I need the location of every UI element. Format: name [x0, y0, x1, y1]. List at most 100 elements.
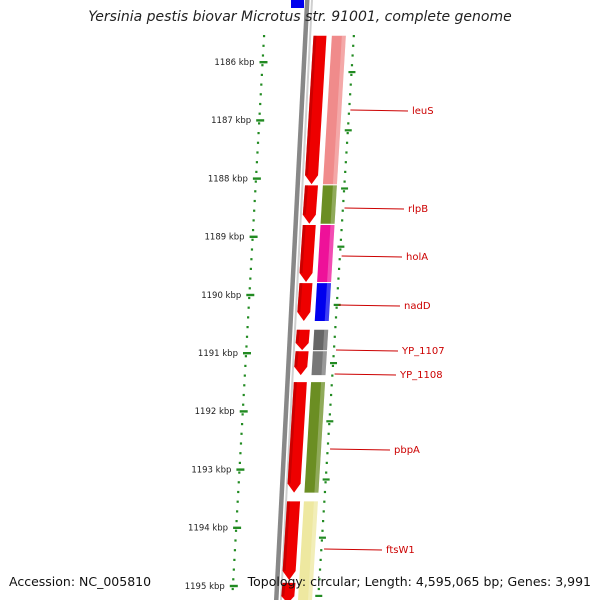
scale-dot [328, 423, 331, 426]
gene-label-pbpa: pbpA [394, 445, 420, 456]
gene-block [311, 351, 327, 376]
scale-dot [345, 151, 348, 154]
cds-arrow-shade [281, 582, 286, 597]
gene-labels: leuS rlpB holA nadD YP_1107 YP_1108 pbpA ftsW1 [324, 106, 445, 556]
scale-dot [333, 335, 336, 338]
tick-mark [249, 235, 258, 238]
scale-dot [325, 471, 328, 474]
gene-block [314, 283, 332, 321]
scale-dot [350, 64, 354, 67]
gene-block-highlight [314, 382, 326, 493]
scale-dot [238, 461, 241, 464]
gene-label-nadd: nadD [404, 301, 431, 312]
scale-dot [242, 393, 245, 397]
gene-label-connector [330, 448, 391, 451]
scale-dot [330, 384, 333, 387]
tick-label: 1194 kbp [188, 524, 228, 534]
scale-dot [333, 345, 336, 348]
tick-mark [318, 536, 326, 539]
gene-block-highlight [308, 501, 318, 600]
scale-dot [336, 287, 339, 290]
scale-dot [239, 442, 243, 445]
scale-dot [332, 355, 335, 358]
tick-label: 1186 kbp [214, 58, 254, 68]
scale-dot [342, 199, 345, 203]
right-dotted-scale [317, 35, 355, 591]
scale-dot [233, 558, 236, 561]
scale-dot [237, 481, 240, 484]
gene-block-highlight [322, 329, 329, 351]
scale-dot [325, 461, 328, 464]
gene-block-highlight [324, 283, 332, 321]
tick-mark [242, 352, 251, 355]
gene-label-yp_1107: YP_1107 [401, 346, 445, 357]
scale-dot [257, 132, 260, 135]
scale-dot [255, 170, 258, 173]
scale-dot [234, 529, 238, 532]
scale-dot [334, 316, 338, 319]
scale-dot [338, 258, 341, 261]
cds-arrow-shade [282, 501, 291, 571]
backbone-line [274, 0, 310, 600]
gene-label-connector [341, 255, 403, 258]
genome-title: Yersinia pestis biovar Microtus str. 910… [88, 9, 512, 25]
scale-dot [250, 258, 253, 261]
gene-block-highlight [330, 185, 337, 224]
tick-mark [233, 526, 242, 529]
scale-dot [240, 432, 243, 435]
scale-dot [331, 374, 334, 377]
scale-dot [256, 141, 260, 144]
gene-block [298, 501, 318, 600]
tick-mark [259, 61, 268, 64]
scale-dot [246, 326, 249, 329]
scale-dot [344, 161, 347, 164]
scale-dot [244, 364, 247, 367]
scale-dot [320, 539, 323, 542]
scale-dot [232, 568, 235, 571]
scale-dot [341, 219, 344, 222]
scale-dot [350, 73, 353, 76]
scale-dot [262, 35, 266, 38]
backbone-line [280, 0, 313, 600]
scale-dot [258, 122, 261, 125]
scale-dot [349, 93, 352, 96]
cds-arrow-shade [295, 329, 300, 343]
gene-block [320, 185, 337, 224]
scale-dot [260, 83, 263, 86]
scale-dot [352, 44, 355, 47]
scale-dot [339, 238, 343, 241]
scale-dot [348, 102, 351, 106]
scale-dot [251, 238, 254, 241]
gene-label-yp_1108: YP_1108 [399, 370, 443, 381]
scale-dot [234, 539, 237, 542]
scale-dot [327, 432, 330, 435]
scale-dot [251, 229, 255, 232]
cds-arrow-shade [299, 224, 306, 273]
scale-dot [320, 549, 323, 552]
scale-dot [324, 481, 327, 484]
scale-dot [329, 403, 332, 406]
scale-dot [253, 209, 256, 212]
gene-label-connector [344, 207, 405, 210]
kbp-ticks: 1186 kbp 1187 kbp 1188 kbp 1189 kbp 1190 kbp… [185, 58, 356, 597]
gene-track [298, 35, 346, 600]
scale-dot [343, 180, 346, 183]
scale-dot [337, 267, 341, 270]
cds-arrow-shade [294, 351, 299, 367]
cds-arrow [305, 35, 327, 185]
scale-dot [244, 355, 248, 358]
scale-dot [243, 374, 246, 377]
scale-dot [239, 452, 242, 455]
scale-dot [317, 587, 320, 591]
tick-label: 1190 kbp [201, 291, 241, 301]
scale-dot [347, 112, 351, 115]
scale-dot [346, 132, 349, 135]
scale-dot [260, 73, 263, 76]
scale-dot [339, 248, 342, 251]
scale-dot [329, 393, 333, 397]
tick-label: 1188 kbp [208, 174, 248, 184]
scale-dot [258, 112, 261, 115]
cds-arrow-shade [297, 283, 303, 312]
top-partial-gene [291, 0, 304, 8]
tick-mark [229, 584, 238, 588]
